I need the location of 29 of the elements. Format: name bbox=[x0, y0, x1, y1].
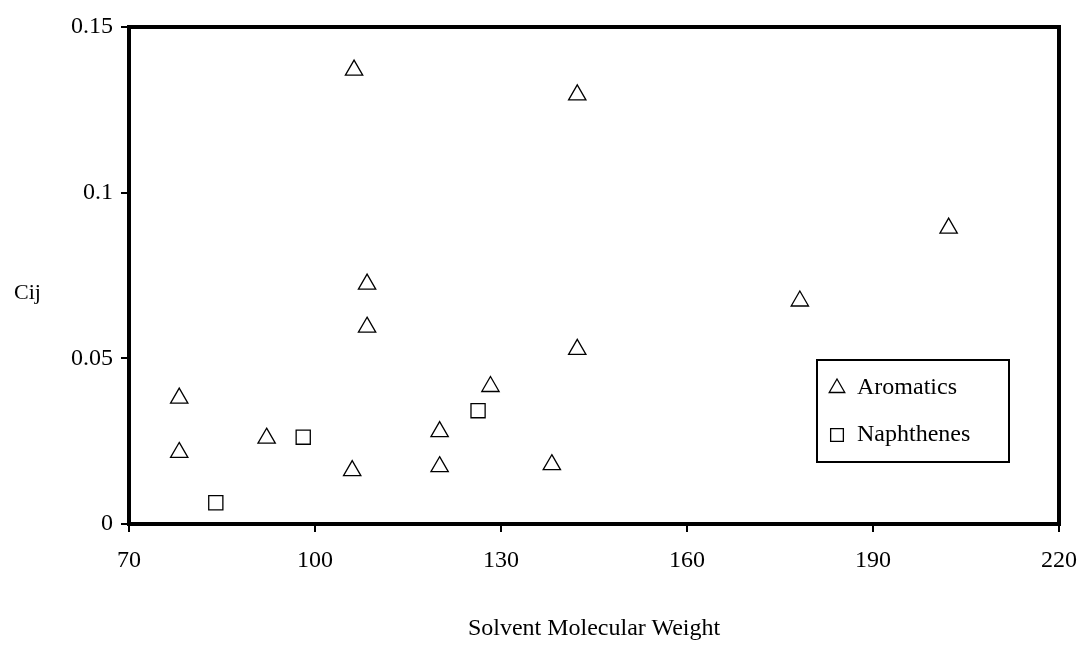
point bbox=[790, 290, 810, 307]
y-tick-label: 0.05 bbox=[71, 343, 113, 370]
point bbox=[542, 454, 562, 471]
y-tick-label: 0.15 bbox=[71, 12, 113, 39]
point bbox=[342, 460, 362, 477]
point bbox=[357, 316, 377, 333]
legend-label: Naphthenes bbox=[857, 420, 971, 447]
y-axis-title: Cij bbox=[14, 279, 41, 305]
point bbox=[257, 427, 276, 444]
point bbox=[344, 59, 364, 76]
point bbox=[169, 441, 189, 459]
point bbox=[939, 217, 958, 234]
point bbox=[567, 338, 587, 356]
y-tick-label: 0.1 bbox=[83, 177, 113, 204]
point bbox=[481, 375, 500, 393]
point bbox=[430, 456, 449, 473]
point bbox=[357, 273, 377, 290]
y-tick-label: 0 bbox=[101, 509, 113, 536]
x-axis-title: Solvent Molecular Weight bbox=[467, 613, 721, 640]
point bbox=[430, 420, 449, 438]
x-tick-label: 160 bbox=[669, 545, 705, 572]
x-tick-label: 70 bbox=[117, 545, 141, 572]
x-tick-label: 220 bbox=[1041, 545, 1077, 572]
point bbox=[567, 84, 587, 101]
legend-label: Aromatics bbox=[857, 373, 957, 400]
point bbox=[169, 387, 189, 404]
x-tick-label: 190 bbox=[855, 545, 891, 572]
x-tick-label: 130 bbox=[483, 545, 519, 572]
x-tick-label: 100 bbox=[297, 545, 333, 572]
